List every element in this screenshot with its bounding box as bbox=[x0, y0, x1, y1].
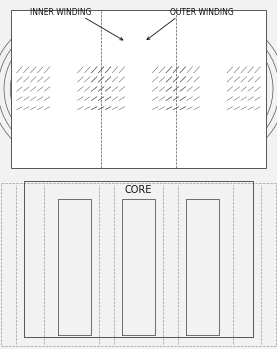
Bar bbox=[11, 10, 266, 168]
Text: CORE: CORE bbox=[125, 185, 152, 195]
Text: INNER WINDING: INNER WINDING bbox=[30, 8, 92, 17]
Text: OUTER WINDING: OUTER WINDING bbox=[170, 8, 234, 17]
